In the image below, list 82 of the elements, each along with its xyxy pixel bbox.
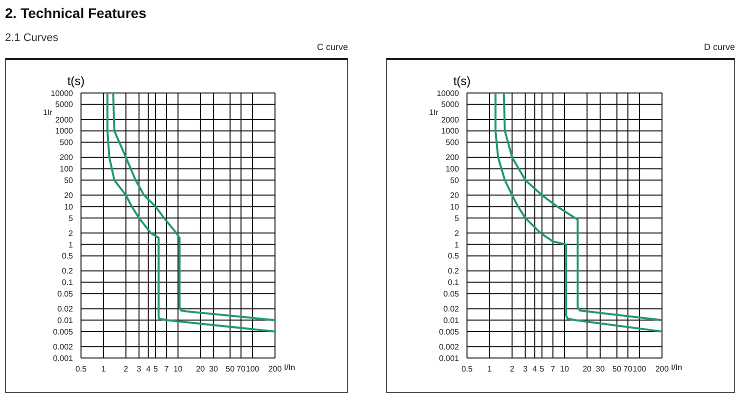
y-tick-label: 0.001 bbox=[438, 354, 460, 363]
y-tick-label: 0.002 bbox=[52, 342, 74, 352]
y-tick-label: 5 bbox=[454, 214, 460, 223]
x-tick-label: 20 bbox=[582, 364, 592, 374]
y-tick-label: 10 bbox=[64, 202, 74, 212]
y-tick-label: 0.001 bbox=[52, 354, 74, 363]
y-tick-label: 0.01 bbox=[57, 316, 74, 325]
x-tick-label: 1 bbox=[101, 364, 106, 374]
y-tick-label: 20 bbox=[64, 191, 74, 200]
y-tick-label: 100 bbox=[446, 164, 460, 174]
y-tick-label: 2 bbox=[68, 228, 74, 238]
x-tick-label: 10 bbox=[560, 364, 570, 374]
y-tick-label: 1000 bbox=[441, 126, 460, 136]
y-tick-label: 0.005 bbox=[438, 327, 460, 336]
x-tick-label: 70 bbox=[236, 364, 246, 374]
x-tick-label: 100 bbox=[632, 364, 647, 374]
y-axis-title: t(s) bbox=[66, 74, 86, 88]
x-tick-label: 4 bbox=[532, 364, 538, 374]
x-tick-label: 30 bbox=[209, 364, 219, 374]
y-tick-label: 50 bbox=[450, 176, 460, 185]
text: 1Ir bbox=[429, 108, 438, 117]
x-tick-label: 20 bbox=[196, 364, 206, 374]
x-tick-label: 50 bbox=[612, 364, 622, 374]
x-axis-title: I/In bbox=[284, 363, 296, 372]
chart-subtitle: 2.1 Curves bbox=[5, 32, 58, 44]
y-tick-label: 0.1 bbox=[62, 278, 74, 288]
chart-title: 2. Technical Features bbox=[5, 5, 146, 21]
text: C curve bbox=[316, 42, 348, 52]
y-tick-label: 200 bbox=[60, 153, 74, 162]
y-tick-label: 5000 bbox=[441, 100, 460, 110]
y-tick-label: 0.002 bbox=[438, 342, 460, 352]
y-tick-label: 0.2 bbox=[448, 266, 460, 276]
y-tick-label: 1000 bbox=[55, 126, 74, 136]
x-tick-label: 100 bbox=[246, 364, 260, 374]
y-tick-label: 200 bbox=[446, 153, 460, 162]
x-tick-label: 7 bbox=[164, 364, 170, 374]
x-tick-label: 200 bbox=[268, 364, 282, 374]
y-tick-label: 0.01 bbox=[443, 316, 460, 325]
y-tick-label: 10 bbox=[450, 202, 460, 212]
y-tick-label: 50 bbox=[64, 176, 74, 185]
y-tick-label: 500 bbox=[60, 138, 74, 148]
x-tick-label: 5 bbox=[540, 364, 545, 374]
x-tick-label: 7 bbox=[550, 364, 556, 374]
y-tick-label: 1 bbox=[68, 240, 74, 250]
x-tick-label: 3 bbox=[523, 364, 528, 374]
y-tick-label: 0.2 bbox=[62, 266, 74, 276]
y-tick-label: 0.5 bbox=[62, 252, 74, 261]
y-tick-label: 100 bbox=[60, 164, 74, 174]
x-tick-label: 30 bbox=[596, 364, 606, 374]
y-tick-label: 0.05 bbox=[443, 290, 460, 299]
x-axis-title: I/In bbox=[671, 363, 682, 372]
y-tick-label: 20 bbox=[450, 191, 460, 200]
y-tick-label: 0.5 bbox=[448, 252, 460, 261]
y-tick-label: 10000 bbox=[50, 88, 74, 98]
y-axis-title: t(s) bbox=[452, 74, 472, 88]
y-tick-label: 2000 bbox=[441, 115, 460, 124]
y-tick-label: 0.05 bbox=[57, 290, 74, 299]
y-tick-label: 2 bbox=[454, 228, 460, 238]
y-tick-label: 5 bbox=[68, 214, 74, 223]
x-tick-label: 3 bbox=[136, 364, 142, 374]
text: D curve bbox=[704, 42, 735, 52]
y-tick-label: 1 bbox=[454, 240, 460, 250]
y-tick-label: 0.1 bbox=[448, 278, 460, 288]
y-tick-label: 10000 bbox=[436, 88, 460, 98]
x-tick-label: 70 bbox=[623, 364, 633, 374]
y-tick-label: 0.02 bbox=[57, 304, 74, 314]
x-tick-label: 50 bbox=[226, 364, 236, 374]
x-tick-label: 0.5 bbox=[75, 364, 88, 374]
x-tick-label: 0.5 bbox=[461, 364, 474, 374]
x-tick-label: 200 bbox=[655, 364, 670, 374]
x-tick-label: 4 bbox=[146, 364, 152, 374]
x-tick-label: 2 bbox=[124, 364, 129, 374]
text: 1Ir bbox=[43, 108, 52, 117]
y-tick-label: 0.005 bbox=[52, 327, 74, 336]
y-tick-label: 5000 bbox=[55, 100, 74, 110]
y-tick-label: 2000 bbox=[55, 115, 74, 124]
x-tick-label: 2 bbox=[510, 364, 515, 374]
x-tick-label: 5 bbox=[153, 364, 158, 374]
x-tick-label: 1 bbox=[487, 364, 492, 374]
y-tick-label: 0.02 bbox=[443, 304, 460, 314]
y-tick-label: 500 bbox=[446, 138, 460, 148]
x-tick-label: 10 bbox=[174, 364, 183, 374]
